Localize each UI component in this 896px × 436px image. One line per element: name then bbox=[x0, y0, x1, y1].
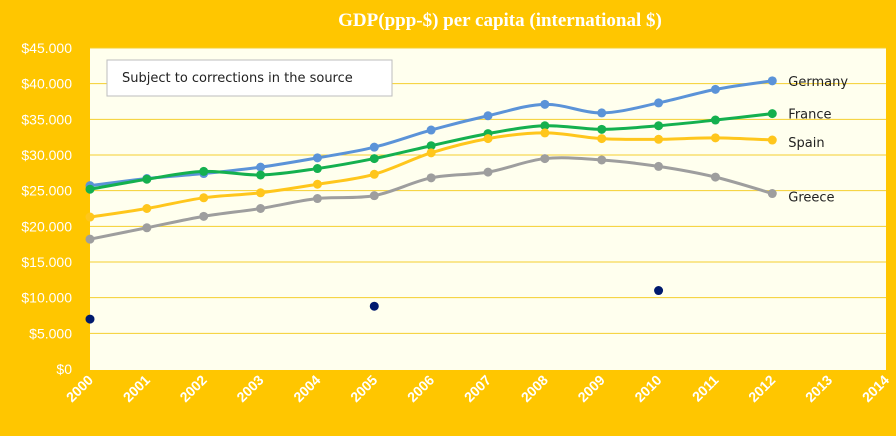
data-point-france bbox=[85, 184, 95, 194]
data-point-germany bbox=[483, 111, 493, 121]
x-tick-label: 2009 bbox=[574, 372, 607, 405]
data-point-france bbox=[256, 170, 266, 180]
data-point-spain bbox=[142, 204, 152, 213]
data-point-germany bbox=[426, 125, 436, 135]
note-box: Subject to corrections in the source bbox=[106, 59, 393, 97]
series-label-france: France bbox=[788, 108, 831, 123]
y-tick-label: $15.000 bbox=[21, 254, 72, 270]
y-tick-label: $40.000 bbox=[21, 76, 72, 92]
data-point-greece bbox=[767, 189, 777, 199]
x-axis-ticks: 2000 2001 2002 2003 2004 2005 2006 2007 2008 2009… bbox=[63, 372, 892, 405]
x-tick-label: 2006 bbox=[404, 372, 437, 405]
y-tick-label: $20.000 bbox=[21, 218, 72, 234]
series-label-greece: Greece bbox=[788, 191, 834, 206]
x-tick-label: 2014 bbox=[859, 372, 892, 405]
data-point-greece bbox=[256, 204, 266, 213]
chart-title: GDP(ppp-$) per capita (international $) bbox=[338, 10, 662, 31]
x-tick-label: 2005 bbox=[347, 372, 380, 405]
data-point-spain bbox=[369, 169, 379, 179]
data-point-germany bbox=[312, 153, 322, 163]
data-point-spain bbox=[483, 134, 493, 144]
data-point-spain bbox=[710, 133, 720, 143]
plot-area bbox=[90, 48, 886, 370]
y-axis-ticks: $0 $5.000 $10.000 $15.000 $20.000 $25.000 $30.… bbox=[21, 40, 72, 377]
data-point-greece bbox=[369, 191, 379, 201]
data-point-greece bbox=[142, 223, 152, 233]
data-point-france bbox=[142, 174, 152, 184]
data-point-spain bbox=[256, 188, 266, 198]
x-tick-label: 2002 bbox=[176, 372, 209, 405]
x-tick-label: 2003 bbox=[233, 372, 266, 405]
data-point-spain bbox=[199, 193, 209, 203]
data-point-spain bbox=[540, 128, 550, 138]
data-point-spain bbox=[767, 135, 777, 145]
note-box-frame bbox=[106, 59, 393, 97]
data-point-greece bbox=[654, 161, 664, 171]
x-tick-label: 2011 bbox=[689, 372, 722, 405]
data-point-greece bbox=[199, 211, 209, 221]
x-tick-label: 2004 bbox=[290, 372, 323, 405]
series-label-spain: Spain bbox=[788, 136, 824, 151]
extra-data-point bbox=[654, 286, 664, 296]
data-point-france bbox=[767, 109, 777, 119]
data-point-france bbox=[710, 115, 720, 125]
data-point-france bbox=[540, 121, 550, 131]
data-point-greece bbox=[85, 234, 95, 244]
series-labels: Germany France Spain Greece bbox=[788, 75, 848, 206]
data-point-spain bbox=[654, 134, 664, 144]
series-label-germany: Germany bbox=[788, 75, 848, 90]
data-point-france bbox=[597, 124, 607, 134]
x-tick-label: 2010 bbox=[631, 372, 664, 405]
data-point-germany bbox=[597, 108, 607, 118]
data-point-spain bbox=[597, 134, 607, 144]
data-point-france bbox=[426, 141, 436, 151]
data-point-spain bbox=[85, 212, 95, 222]
data-point-greece bbox=[540, 154, 550, 164]
x-tick-label: 2007 bbox=[461, 372, 494, 405]
x-tick-label: 2012 bbox=[745, 372, 778, 405]
data-point-germany bbox=[369, 142, 379, 152]
data-point-germany bbox=[767, 76, 777, 86]
series-layer bbox=[85, 76, 777, 244]
data-point-greece bbox=[597, 155, 607, 165]
y-tick-label: $35.000 bbox=[21, 111, 72, 127]
note-text: Subject to corrections in the source bbox=[122, 71, 353, 86]
extra-data-point bbox=[369, 301, 379, 311]
data-point-france bbox=[369, 154, 379, 164]
extra-points-layer bbox=[85, 286, 664, 324]
y-tick-label: $10.000 bbox=[21, 290, 72, 306]
data-point-greece bbox=[483, 167, 493, 177]
y-tick-label: $30.000 bbox=[21, 147, 72, 163]
x-tick-label: 2013 bbox=[802, 372, 835, 405]
y-tick-label: $45.000 bbox=[21, 40, 72, 56]
x-tick-label: 2001 bbox=[120, 372, 153, 405]
data-point-spain bbox=[426, 148, 436, 158]
y-tick-label: $25.000 bbox=[21, 183, 72, 199]
data-point-spain bbox=[312, 179, 322, 189]
data-point-germany bbox=[654, 98, 664, 108]
data-point-germany bbox=[256, 162, 266, 172]
data-point-greece bbox=[426, 173, 436, 183]
x-tick-label: 2008 bbox=[518, 372, 551, 405]
data-point-france bbox=[312, 164, 322, 174]
data-point-france bbox=[199, 166, 209, 176]
extra-data-point bbox=[85, 314, 95, 324]
y-tick-label: $0 bbox=[56, 361, 72, 377]
data-point-greece bbox=[312, 194, 322, 204]
data-point-greece bbox=[710, 172, 720, 182]
data-point-germany bbox=[540, 99, 550, 109]
y-tick-label: $5.000 bbox=[29, 325, 72, 341]
data-point-france bbox=[654, 121, 664, 131]
data-point-germany bbox=[710, 84, 720, 94]
